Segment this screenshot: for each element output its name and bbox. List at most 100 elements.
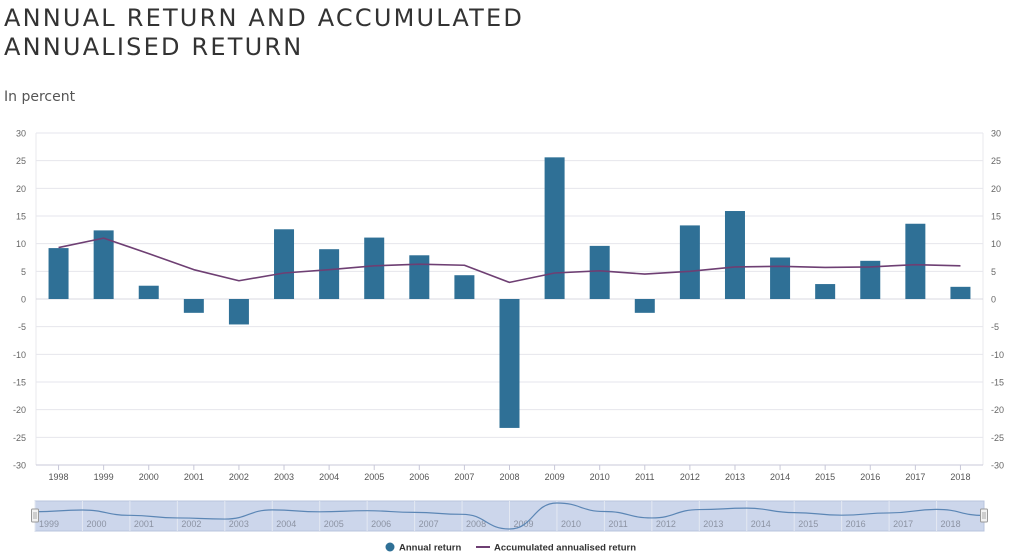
y-tick-label-right: 5	[991, 267, 996, 277]
navigator-label: 1999	[39, 519, 59, 529]
y-tick-label-right: 30	[991, 129, 1001, 139]
bar-annual-return	[724, 211, 745, 299]
bar-annual-return	[183, 299, 204, 313]
legend-label: Annual return	[399, 543, 461, 554]
navigator[interactable]: 1999 2000 2001 2002 2003 2004 2005 2006 2007 2008…	[31, 500, 988, 532]
x-tick-label: 2006	[409, 472, 429, 482]
y-tick-label-left: -20	[13, 405, 26, 415]
bar-annual-return	[454, 275, 475, 299]
navigator-label: 2012	[656, 519, 676, 529]
legend-item-annual-return[interactable]: Annual return	[385, 542, 462, 554]
bar-annual-return	[274, 229, 295, 299]
bar-annual-return	[544, 157, 565, 299]
navigator-label: 2018	[941, 519, 961, 529]
navigator-series	[34, 502, 985, 530]
y-tick-label-left: -30	[13, 461, 26, 471]
x-tick-label: 2016	[860, 472, 880, 482]
x-tick-label: 2010	[590, 472, 610, 482]
bar-annual-return	[93, 230, 114, 299]
y-tick-label-right: 20	[991, 184, 1001, 194]
navigator-label: 2009	[514, 519, 534, 529]
x-tick-label: 2012	[680, 472, 700, 482]
bar-annual-return	[860, 260, 881, 299]
line-accumulated-annualised-return	[58, 237, 961, 284]
bar-annual-return	[634, 299, 655, 313]
navigator-label: 2014	[751, 519, 771, 529]
y-tick-label-left: 30	[16, 129, 26, 139]
y-tick-label-left: -25	[13, 433, 26, 443]
y-tick-label-right: 10	[991, 239, 1001, 249]
y-tick-label-right: 0	[991, 295, 996, 305]
y-tick-label-left: -10	[13, 350, 26, 360]
y-axis-left: 30 25 20 15 10 5 0 -5 -10 -15 -20 -25 -30	[13, 129, 26, 471]
y-tick-label-left: 10	[16, 239, 26, 249]
bar-annual-return	[138, 285, 159, 299]
y-tick-label-left: -15	[13, 378, 26, 388]
bar-annual-return	[409, 255, 430, 299]
x-tick-label: 2013	[725, 472, 745, 482]
navigator-label: 2010	[561, 519, 581, 529]
bar-series-annual-return	[48, 157, 971, 428]
bar-annual-return	[679, 225, 700, 299]
x-tick-label: 2007	[454, 472, 474, 482]
navigator-label: 2007	[419, 519, 439, 529]
navigator-label: 2005	[324, 519, 344, 529]
x-tick-label: 2014	[770, 472, 790, 482]
bar-annual-return	[48, 248, 69, 299]
y-tick-label-left: -5	[18, 322, 26, 332]
navigator-handle-left[interactable]	[31, 508, 39, 523]
legend-item-accumulated-annualised-return[interactable]: Accumulated annualised return	[476, 543, 636, 554]
navigator-label: 2011	[608, 519, 627, 529]
chart-title: ANNUAL RETURN AND ACCUMULATED ANNUALISED…	[4, 4, 524, 62]
navigator-label: 2000	[86, 519, 106, 529]
x-tick-label: 2003	[274, 472, 294, 482]
x-tick-label: 2005	[364, 472, 384, 482]
chart-title-line-1: ANNUAL RETURN AND ACCUMULATED	[4, 4, 525, 32]
y-tick-label-right: -15	[991, 378, 1004, 388]
bar-annual-return	[499, 299, 520, 428]
y-tick-label-left: 20	[16, 184, 26, 194]
y-tick-label-left: 25	[16, 156, 26, 166]
navigator-label: 2006	[371, 519, 391, 529]
navigator-label: 2001	[134, 519, 154, 529]
navigator-label: 2016	[846, 519, 866, 529]
y-tick-label-right: 15	[991, 212, 1001, 222]
y-tick-label-right: -30	[991, 461, 1004, 471]
y-tick-label-right: -20	[991, 405, 1004, 415]
y-axis-right: 30 25 20 15 10 5 0 -5 -10 -15 -20 -25 -30	[991, 129, 1004, 471]
bar-annual-return	[770, 257, 791, 299]
bar-annual-return	[950, 286, 971, 299]
bar-annual-return	[319, 249, 340, 299]
navigator-label: 2002	[181, 519, 201, 529]
bar-annual-return	[589, 245, 610, 299]
navigator-label: 2013	[703, 519, 723, 529]
y-tick-label-left: 15	[16, 212, 26, 222]
y-tick-label-right: -5	[991, 322, 999, 332]
x-tick-label: 2009	[545, 472, 565, 482]
legend-label: Accumulated annualised return	[494, 543, 636, 554]
x-tick-label: 2011	[635, 472, 654, 482]
navigator-label: 2003	[229, 519, 249, 529]
y-tick-label-right: -10	[991, 350, 1004, 360]
legend-marker-circle	[385, 542, 395, 552]
x-tick-label: 2017	[905, 472, 925, 482]
x-tick-label: 2002	[229, 472, 249, 482]
x-axis: 1998 1999 2000 2001 2002 2003 2004 2005 2006 2007…	[36, 464, 983, 482]
chart-title-line-2: ANNUALISED RETURN	[4, 33, 304, 61]
navigator-label: 2015	[798, 519, 818, 529]
bar-annual-return	[228, 299, 249, 325]
navigator-label: 2004	[276, 519, 296, 529]
bar-annual-return	[905, 223, 926, 299]
x-tick-label: 1998	[49, 472, 69, 482]
line-series-accumulated-annualised-return	[58, 237, 961, 284]
x-tick-label: 2018	[950, 472, 970, 482]
chart-subtitle: In percent	[4, 89, 76, 105]
y-tick-label-left: 5	[21, 267, 26, 277]
y-tick-label-right: 25	[991, 156, 1001, 166]
y-tick-label-right: -25	[991, 433, 1004, 443]
navigator-label: 2017	[893, 519, 913, 529]
x-tick-label: 1999	[94, 472, 114, 482]
navigator-handle-right[interactable]	[980, 508, 988, 523]
navigator-label: 2008	[466, 519, 486, 529]
